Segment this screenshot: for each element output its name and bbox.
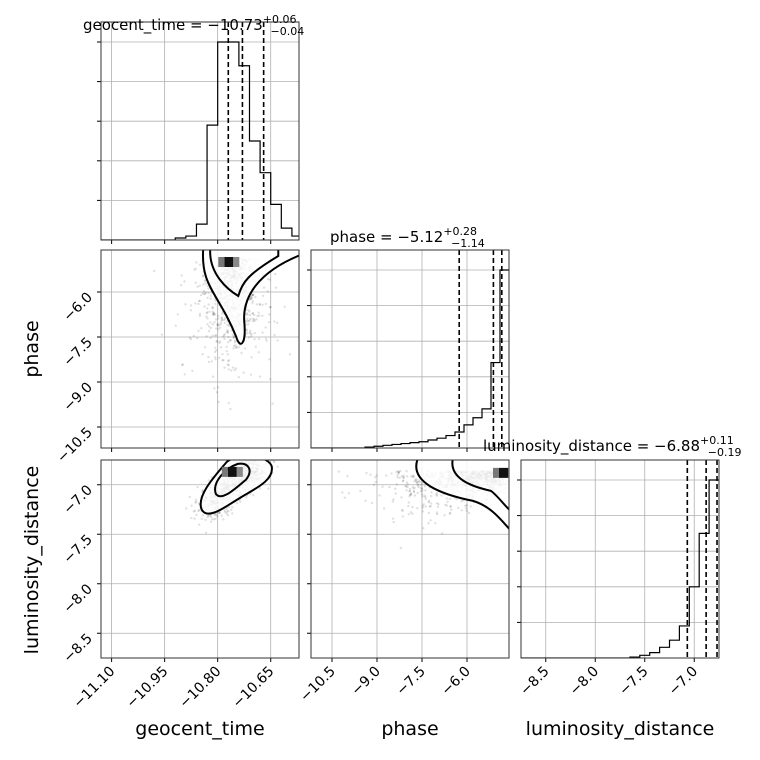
panel-frame	[520, 459, 720, 659]
title-phase: phase = −5.12+0.28 −1.14	[330, 225, 485, 250]
panel-frame	[310, 249, 510, 449]
hist-panel-phase	[307, 249, 510, 452]
xlabel-geocent-time: geocent_time	[135, 718, 264, 740]
density-peak	[499, 467, 508, 478]
x-tick-label-geocent-time-2: −10.80	[177, 664, 225, 712]
y-tick-label-luminosity-distance-1: −8.0	[60, 581, 95, 616]
density-peak	[224, 257, 234, 267]
y-tick-label-luminosity-distance-2: −7.5	[60, 532, 95, 567]
hist-panel-luminosity-distance: −8.5 −8.0 −7.5 −7.0	[517, 459, 720, 699]
scatter-panel-phase-vs-luminosity-distance: −10.5 −9.0 −7.5 −6.0	[297, 459, 510, 706]
histogram-geocent-time	[101, 41, 299, 240]
hist-panel-geocent-time	[97, 21, 300, 244]
xlabel-phase: phase	[381, 718, 438, 740]
density-cell	[493, 467, 499, 478]
contour-fill	[202, 250, 299, 344]
y-tick-label-phase-1: −9.0	[60, 380, 95, 415]
panel-frame	[100, 21, 300, 241]
y-tick-label-phase-2: −7.5	[60, 335, 95, 370]
histogram-phase	[311, 269, 509, 448]
scatter-panel-geocent-time-vs-phase: −10.5 −9.0 −7.5 −6.0	[54, 249, 300, 467]
x-tick-label-luminosity-distance-3: −7.0	[666, 664, 701, 699]
contour-fill	[416, 460, 509, 529]
y-tick-label-phase-0: −10.5	[54, 425, 96, 467]
ylabel-phase: phase	[21, 320, 43, 377]
contour-outer	[201, 250, 299, 345]
contour-outer	[199, 460, 273, 515]
density-cell	[218, 257, 225, 267]
x-tick-label-luminosity-distance-2: −7.5	[616, 664, 651, 699]
contour-inner	[209, 250, 280, 298]
contour-outer	[415, 460, 509, 531]
x-tick-label-geocent-time-3: −10.65	[230, 664, 278, 712]
ylabel-luminosity-distance: luminosity_distance	[21, 466, 43, 655]
histogram-luminosity-distance	[521, 479, 719, 658]
density-peak	[227, 466, 237, 477]
density-cell	[221, 466, 228, 477]
x-tick-label-geocent-time-1: −10.95	[124, 664, 172, 712]
title-luminosity-distance: luminosity_distance = −6.88+0.11 −0.19	[483, 434, 741, 459]
x-tick-label-phase-3: −6.0	[438, 664, 473, 699]
panel-frame	[310, 459, 510, 659]
contour-inner	[451, 460, 509, 511]
x-tick-label-phase-1: −9.0	[348, 664, 383, 699]
density-cell	[233, 257, 240, 267]
panel-frame	[100, 249, 300, 449]
density-cell	[236, 466, 243, 477]
x-tick-label-luminosity-distance-0: −8.5	[517, 664, 552, 699]
title-geocent-time: geocent_time = −10.73+0.06 −0.04	[83, 13, 304, 38]
xlabel-luminosity-distance: luminosity_distance	[526, 718, 715, 740]
y-tick-label-phase-3: −6.0	[60, 290, 95, 325]
x-tick-label-luminosity-distance-1: −8.0	[567, 664, 602, 699]
x-tick-label-geocent-time-0: −11.10	[70, 664, 118, 712]
x-tick-label-phase-0: −10.5	[297, 664, 339, 706]
y-tick-label-luminosity-distance-0: −8.5	[60, 631, 95, 666]
x-tick-label-phase-2: −7.5	[393, 664, 428, 699]
y-tick-label-luminosity-distance-3: −7.0	[60, 482, 95, 517]
contour-inner	[214, 462, 251, 498]
scatter-panel-geocent-time-vs-luminosity-distance: −11.10 −10.95 −10.80 −10.65 −8.5 −8.0 −7.5 −7.0	[60, 459, 300, 712]
panel-frame	[100, 459, 300, 659]
